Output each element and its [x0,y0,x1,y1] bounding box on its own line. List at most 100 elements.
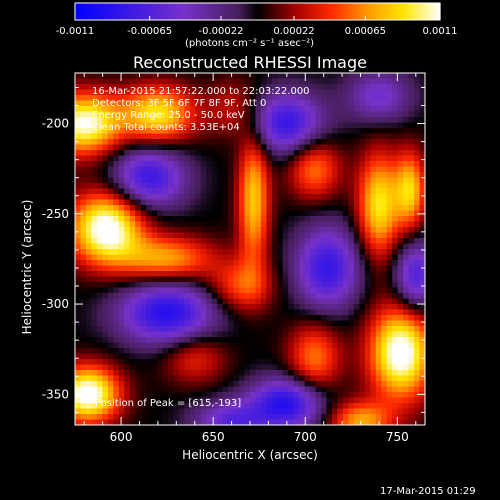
heatmap-pixel [310,287,317,294]
heatmap-pixel [239,89,245,96]
heatmap-pixel [157,172,163,178]
heatmap-pixel [200,194,207,200]
heatmap-pixel [102,210,109,217]
heatmap-pixel [332,89,338,96]
heatmap-pixel [96,238,103,244]
heatmap-pixel [359,386,366,393]
heatmap-pixel [80,150,87,156]
heatmap-pixel [288,238,295,244]
heatmap-pixel [184,117,191,123]
heatmap-pixel [96,342,103,349]
heatmap-pixel [332,188,338,195]
heatmap-pixel [403,238,409,244]
heatmap-pixel [184,254,191,261]
heatmap-pixel [250,414,256,420]
heatmap-pixel [299,315,306,321]
heatmap-pixel [195,227,202,233]
heatmap-pixel [228,304,234,310]
heatmap-pixel [102,370,109,376]
heatmap-pixel [315,188,322,195]
heatmap-pixel [386,348,393,354]
heatmap-pixel [408,408,415,415]
heatmap-pixel [233,337,240,343]
heatmap-pixel [140,227,147,233]
heatmap-pixel [260,177,267,184]
heatmap-pixel [178,243,185,250]
heatmap-pixel [244,414,251,420]
heatmap-pixel [304,73,311,79]
heatmap-pixel [184,364,191,371]
heatmap-pixel [282,326,289,332]
heatmap-pixel [288,139,295,145]
heatmap-pixel [173,194,180,200]
heatmap-pixel [146,353,152,360]
heatmap-pixel [392,309,399,316]
heatmap-pixel [118,199,125,206]
heatmap-pixel [157,271,163,277]
annotation-detectors: Detectors: 3F 5F 6F 7F 8F 9F, Att 0 [92,98,267,109]
heatmap-pixel [167,408,174,415]
heatmap-pixel [408,298,415,305]
heatmap-pixel [282,161,289,167]
heatmap-pixel [135,414,142,420]
heatmap-pixel [91,342,98,349]
heatmap-pixel [80,315,87,321]
heatmap-pixel [75,199,81,206]
heatmap-pixel [342,293,349,299]
heatmap-pixel [178,106,185,112]
heatmap-pixel [129,260,136,266]
heatmap-pixel [124,95,131,101]
heatmap-pixel [282,122,289,129]
heatmap-pixel [348,210,355,217]
heatmap-pixel [260,172,267,178]
heatmap-pixel [359,238,366,244]
heatmap-pixel [157,282,163,288]
heatmap-pixel [80,133,87,140]
heatmap-pixel [206,227,213,233]
heatmap-pixel [85,73,92,79]
heatmap-pixel [244,386,251,393]
heatmap-pixel [75,315,81,321]
heatmap-pixel [178,249,185,255]
heatmap-pixel [91,353,98,360]
heatmap-pixel [146,331,152,338]
heatmap-pixel [189,199,196,206]
heatmap-pixel [310,238,317,244]
heatmap-pixel [359,117,366,123]
heatmap-pixel [315,331,322,338]
heatmap-pixel [222,133,229,140]
heatmap-pixel [75,403,81,409]
heatmap-pixel [239,403,245,409]
heatmap-pixel [255,73,262,79]
heatmap-pixel [167,194,174,200]
heatmap-pixel [222,403,229,409]
colorbar-swatch [75,3,79,20]
heatmap-pixel [315,276,322,283]
heatmap-pixel [178,271,185,277]
heatmap-pixel [96,111,103,118]
heatmap-pixel [255,298,262,305]
heatmap-pixel [250,381,256,387]
heatmap-pixel [239,315,245,321]
heatmap-pixel [255,348,262,354]
heatmap-pixel [75,381,81,387]
colorbar-swatch [144,3,149,20]
heatmap-pixel [299,111,306,118]
heatmap-pixel [140,172,147,178]
heatmap-pixel [321,320,327,327]
heatmap-pixel [162,199,169,206]
heatmap-pixel [337,155,344,162]
heatmap-pixel [91,188,98,195]
heatmap-pixel [200,320,207,327]
heatmap-pixel [304,403,311,409]
heatmap-pixel [151,282,158,288]
heatmap-pixel [113,73,120,79]
colorbar-swatch [373,3,377,20]
heatmap-pixel [102,216,109,222]
heatmap-pixel [239,139,245,145]
heatmap-pixel [135,78,142,85]
heatmap-pixel [200,254,207,261]
heatmap-pixel [206,386,213,393]
heatmap-pixel [129,375,136,382]
heatmap-pixel [271,238,278,244]
